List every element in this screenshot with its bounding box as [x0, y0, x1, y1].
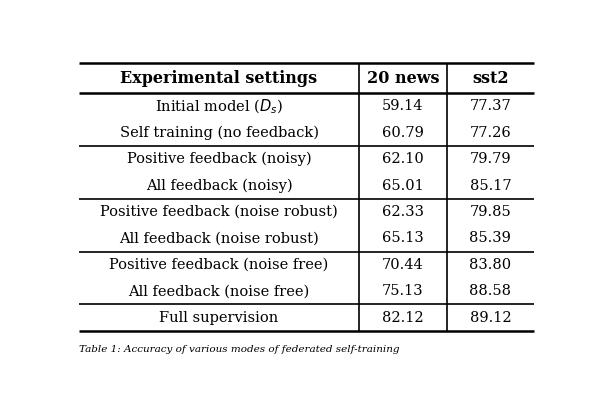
Text: 77.26: 77.26 [469, 126, 511, 140]
Text: Table 1: Accuracy of various modes of federated self-training: Table 1: Accuracy of various modes of fe… [80, 345, 400, 354]
Text: 70.44: 70.44 [382, 258, 424, 272]
Text: 83.80: 83.80 [469, 258, 511, 272]
Text: 60.79: 60.79 [382, 126, 424, 140]
Text: 62.10: 62.10 [382, 152, 424, 166]
Text: 85.17: 85.17 [469, 178, 511, 193]
Text: Positive feedback (noise robust): Positive feedback (noise robust) [100, 205, 338, 219]
Text: 75.13: 75.13 [382, 284, 424, 298]
Text: 62.33: 62.33 [382, 205, 424, 219]
Text: All feedback (noise robust): All feedback (noise robust) [119, 232, 319, 245]
Text: 82.12: 82.12 [382, 311, 424, 325]
Text: Positive feedback (noise free): Positive feedback (noise free) [109, 258, 329, 272]
Text: 85.39: 85.39 [469, 232, 511, 245]
Text: 59.14: 59.14 [382, 99, 424, 113]
Text: 88.58: 88.58 [469, 284, 511, 298]
Text: Initial model ($D_s$): Initial model ($D_s$) [155, 97, 283, 116]
Text: 77.37: 77.37 [469, 99, 511, 113]
Text: 20 news: 20 news [367, 70, 440, 87]
Text: 65.13: 65.13 [382, 232, 424, 245]
Text: 89.12: 89.12 [469, 311, 511, 325]
Text: 65.01: 65.01 [382, 178, 424, 193]
Text: 79.85: 79.85 [469, 205, 511, 219]
Text: Full supervision: Full supervision [160, 311, 279, 325]
Text: All feedback (noisy): All feedback (noisy) [146, 178, 292, 193]
Text: Positive feedback (noisy): Positive feedback (noisy) [127, 152, 312, 166]
Text: All feedback (noise free): All feedback (noise free) [129, 284, 310, 298]
Text: sst2: sst2 [472, 70, 509, 87]
Text: Self training (no feedback): Self training (no feedback) [120, 126, 319, 140]
Text: 79.79: 79.79 [469, 152, 511, 166]
Text: Experimental settings: Experimental settings [120, 70, 318, 87]
